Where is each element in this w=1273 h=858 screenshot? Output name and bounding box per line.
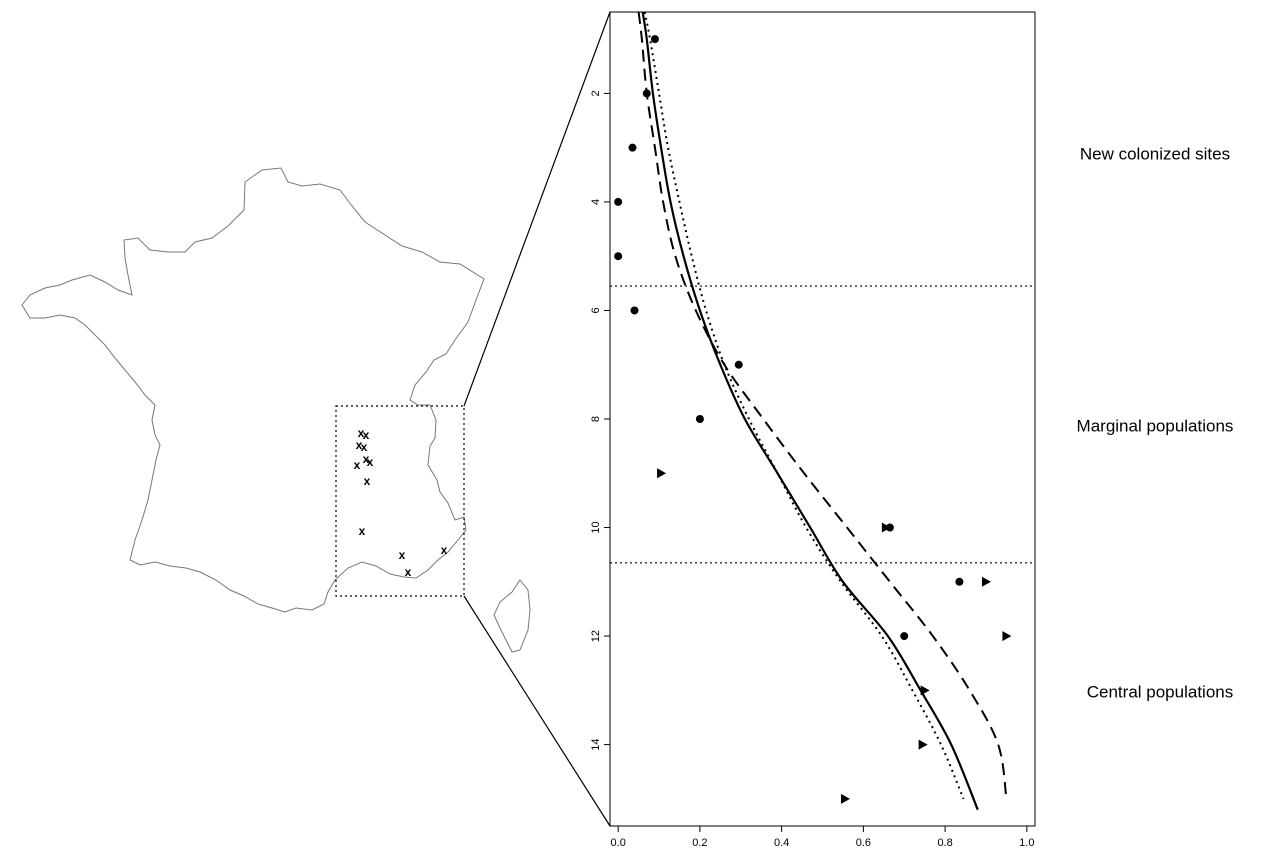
- x-tick-label: 0.8: [937, 837, 952, 849]
- data-point-circle: [735, 361, 743, 369]
- y-tick-label: 6: [590, 307, 602, 313]
- region-label-central: Central populations: [1087, 682, 1233, 701]
- sampling-site-marker: x: [367, 455, 374, 469]
- data-point-circle: [651, 35, 659, 43]
- data-point-triangle: [657, 468, 666, 478]
- region-label-new-colonized: New colonized sites: [1080, 144, 1230, 163]
- data-point-circle: [955, 578, 963, 586]
- sampling-site-marker: x: [364, 474, 371, 488]
- data-point-circle: [614, 252, 622, 260]
- data-point-circle: [628, 144, 636, 152]
- x-tick-label: 0.4: [774, 837, 789, 849]
- sampling-site-marker: x: [359, 524, 366, 538]
- zoom-area-box: [336, 406, 464, 596]
- y-tick-label: 2: [590, 90, 602, 96]
- sampling-site-marker: x: [441, 543, 448, 557]
- data-point-triangle: [841, 794, 850, 804]
- data-point-triangle: [1002, 631, 1011, 641]
- x-tick-label: 0.0: [611, 837, 626, 849]
- zoom-connector-top: [464, 12, 610, 406]
- x-tick-label: 0.2: [692, 837, 707, 849]
- y-tick-label: 4: [590, 199, 602, 205]
- region-boundaries: [610, 286, 1035, 563]
- y-tick-label: 10: [590, 521, 602, 533]
- region-label-marginal: Marginal populations: [1077, 416, 1234, 435]
- france-mainland-outline: [22, 168, 484, 612]
- cline-curves: [639, 12, 1007, 810]
- zoom-connector-bottom: [464, 596, 610, 826]
- cline-curve-dashed: [639, 12, 1007, 799]
- cline-plot: 0.0 0.2 0.4 0.6 0.8 1.0 2 4 6 8 10 12 14: [590, 12, 1035, 849]
- corsica-outline: [494, 580, 530, 652]
- data-point-triangle: [919, 740, 928, 750]
- data-point-circle: [614, 198, 622, 206]
- data-points: [614, 35, 1011, 804]
- y-axis: 2 4 6 8 10 12 14: [590, 90, 610, 750]
- x-tick-label: 0.6: [856, 837, 871, 849]
- data-point-triangle: [982, 577, 991, 587]
- x-axis: 0.0 0.2 0.4 0.6 0.8 1.0: [611, 826, 1035, 849]
- sampling-site-marker: x: [405, 565, 412, 579]
- y-tick-label: 14: [590, 738, 602, 750]
- data-point-circle: [696, 415, 704, 423]
- data-point-circle: [631, 306, 639, 314]
- y-tick-label: 12: [590, 630, 602, 642]
- data-point-triangle: [921, 685, 930, 695]
- sampling-site-marker: x: [399, 548, 406, 562]
- x-tick-label: 1.0: [1019, 837, 1034, 849]
- data-point-circle: [900, 632, 908, 640]
- data-point-circle: [643, 89, 651, 97]
- sampling-site-marker: x: [354, 458, 361, 472]
- y-tick-label: 8: [590, 416, 602, 422]
- plot-frame: [610, 12, 1035, 826]
